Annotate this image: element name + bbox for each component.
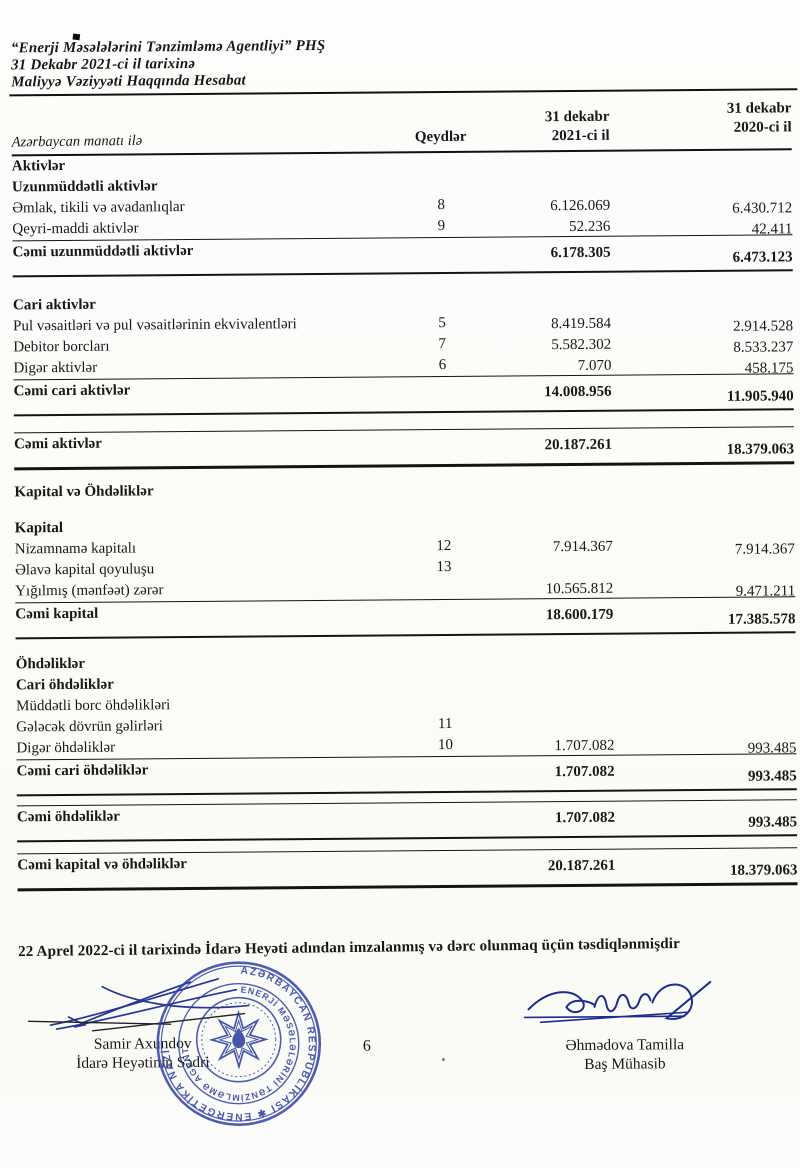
- row-value-2021: 1.707.082: [475, 762, 615, 784]
- scanned-financial-statement: “Enerji Məsələlərini Tənzimləmə Agentliy…: [0, 0, 800, 1094]
- row-note: 10: [416, 735, 474, 756]
- row-label: Cəmi cari aktivlər: [14, 378, 414, 402]
- row-value-2020: [610, 177, 792, 178]
- column-header-2020: 31 dekabr 2020-ci il: [609, 99, 791, 138]
- row-value-2020: [614, 696, 796, 697]
- right-signature-block: Əhmədova Tamilla Baş Mühasib: [504, 972, 745, 1075]
- scan-corner-artifact: [72, 33, 80, 40]
- document-header: “Enerji Məsələlərini Tənzimləmə Agentliy…: [11, 34, 797, 93]
- page-number: 6: [363, 1038, 371, 1056]
- row-value-2021: 52.236: [470, 217, 610, 239]
- row-note: 9: [412, 216, 470, 237]
- row-value-2020: [610, 156, 792, 157]
- row-value-2020: 993.485: [615, 766, 797, 788]
- row-value-2021: 8.419.584: [471, 314, 611, 336]
- row-value-2021: 10.565.812: [473, 579, 613, 601]
- row-value-2021: 5.582.302: [471, 335, 611, 357]
- signature-area: Samir Axundov İdarə Heyətinin Sədri Əhmə…: [4, 961, 800, 1167]
- row-value-2020: 993.485: [614, 738, 796, 760]
- row-note: 13: [415, 557, 473, 578]
- row-label: Cəmi öhdəliklər: [17, 804, 417, 828]
- row-value-2021: [474, 673, 614, 674]
- table-header-row: Azərbaycan manatı ilə Qeydlər 31 dekabr …: [11, 90, 791, 156]
- row-note: 11: [416, 714, 474, 735]
- row-value-2020: [614, 654, 796, 655]
- row-value-2021: 14.008.956: [472, 382, 612, 404]
- row-value-2020: [611, 295, 793, 296]
- row-value-2021: [474, 715, 614, 716]
- official-stamp: AZƏRBAYCAN RESPUBLİKASI ✱ ENERGETİKA NAZ…: [146, 951, 331, 1136]
- currency-note: Azərbaycan manatı ilə: [12, 129, 412, 151]
- row-value-2020: 18.379.063: [615, 860, 797, 882]
- row-value-2020: 9.471.211: [613, 581, 795, 603]
- row-value-2020: [614, 675, 796, 676]
- row-value-2021: [473, 516, 613, 517]
- row-value-2021: [474, 694, 614, 695]
- row-note: 6: [413, 355, 471, 376]
- row-value-2021: 7.914.367: [473, 537, 613, 559]
- row-value-2021: [470, 154, 610, 155]
- row-value-2020: 458.175: [611, 358, 793, 380]
- row-value-2021: 6.178.305: [470, 243, 610, 265]
- column-header-2021: 31 dekabr 2021-ci il: [469, 108, 609, 147]
- row-value-2020: 7.914.367: [613, 539, 795, 561]
- row-label: Digər öhdəliklər: [16, 735, 416, 759]
- row-value-2020: 993.485: [615, 812, 797, 834]
- row-value-2020: 42.411: [610, 219, 792, 241]
- row-value-2021: 20.187.261: [472, 435, 612, 457]
- row-value-2020: 8.533.237: [611, 337, 793, 359]
- row-value-2020: [612, 482, 794, 483]
- row-value-2020: 18.379.063: [612, 439, 794, 461]
- row-label: Cəmi cari öhdəliklər: [17, 758, 417, 782]
- row-label: Digər aktivlər: [13, 355, 413, 379]
- row-label: Cəmi kapital: [15, 601, 415, 625]
- row-value-2021: [470, 175, 610, 176]
- row-value-2021: [471, 293, 611, 294]
- row-value-2021: 7.070: [471, 356, 611, 378]
- statement-table: Azərbaycan manatı ilə Qeydlər 31 dekabr …: [11, 90, 797, 891]
- row-value-2021: 6.126.069: [470, 196, 610, 218]
- row-value-2021: 1.707.082: [474, 736, 614, 758]
- row-value-2021: 1.707.082: [475, 808, 615, 830]
- scan-noise-dot: [442, 1058, 445, 1061]
- row-note: 8: [412, 195, 470, 216]
- row-value-2020: 17.385.578: [613, 609, 795, 631]
- row-label: Cəmi uzunmüddətli aktivlər: [12, 239, 412, 263]
- right-signature-strokes: [514, 972, 734, 1032]
- row-note: 7: [413, 334, 471, 355]
- row-value-2021: [472, 480, 612, 481]
- row-value-2020: 2.914.528: [611, 316, 793, 338]
- row-note: 12: [415, 536, 473, 557]
- row-value-2020: 6.430.712: [610, 198, 792, 220]
- signer-title: Baş Mühasib: [505, 1054, 745, 1075]
- row-label: Kapital və Öhdəliklər: [14, 479, 414, 503]
- row-note: 5: [413, 313, 471, 334]
- table-row: Kapital və Öhdəliklər: [14, 476, 794, 503]
- signer-name: Əhmədova Tamilla: [505, 1035, 745, 1056]
- approval-note: 22 Aprel 2022-ci il tarixində İdarə Heyə…: [18, 934, 800, 962]
- row-value-2021: 18.600.179: [473, 605, 613, 627]
- row-value-2020: 6.473.123: [611, 247, 793, 269]
- row-value-2021: [474, 652, 614, 653]
- row-value-2021: 20.187.261: [475, 856, 615, 878]
- row-value-2020: [614, 717, 796, 718]
- row-label: Cəmi kapital və öhdəliklər: [17, 852, 417, 876]
- row-label: Cəmi aktivlər: [14, 431, 414, 455]
- row-label: Qeyri-maddi aktivlər: [12, 216, 412, 240]
- notes-column-header: Qeydlər: [412, 128, 470, 147]
- row-value-2020: 11.905.940: [612, 386, 794, 408]
- row-label: Yığılmış (mənfəət) zərər: [15, 578, 415, 602]
- report-title: Maliyyə Vəziyyəti Haqqında Hesabat: [11, 73, 246, 94]
- row-value-2020: [613, 518, 795, 519]
